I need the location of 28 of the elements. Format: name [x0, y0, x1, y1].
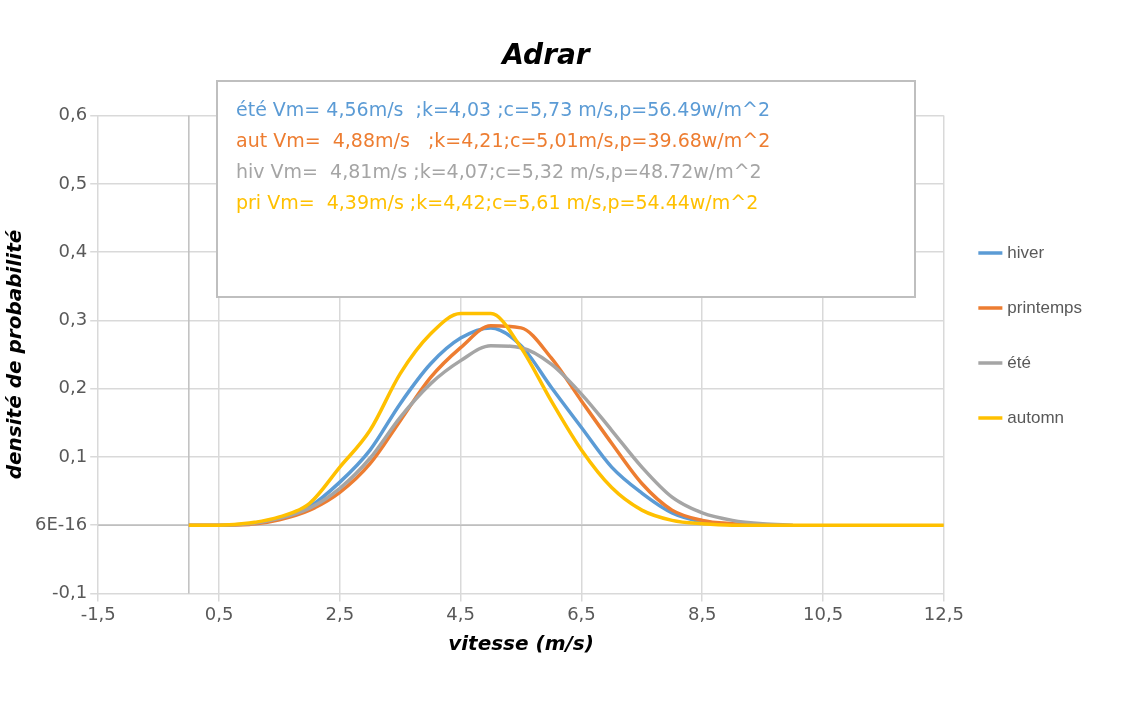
- y-tick-label: 0,6: [58, 103, 88, 125]
- line-series: [187, 311, 944, 527]
- y-tick-label: 0,5: [58, 171, 88, 193]
- y-tick-label: 0,1: [58, 444, 88, 466]
- y-tick-label: 6E-16: [34, 512, 88, 534]
- y-tick-label: 0,2: [58, 376, 88, 398]
- y-tick-label: 0,4: [58, 239, 88, 261]
- annotation: pri Vm= 4,39m/s ;k=4,42;c=5,61 m/s,p=54.44w/m^2: [236, 190, 760, 215]
- legend-label: hiver: [1007, 242, 1045, 262]
- y-tick-label: 0,3: [58, 308, 88, 330]
- y-tick-label: -0,1: [52, 581, 88, 603]
- x-axis-title: vitesse (m/s): [448, 631, 594, 656]
- x-tick-label: 0,5: [204, 602, 234, 624]
- legend-label: été: [1007, 352, 1031, 372]
- x-tick-label: 12,5: [923, 602, 964, 624]
- legend-label: printemps: [1007, 297, 1082, 317]
- x-tick-label: 8,5: [687, 602, 717, 624]
- annotation: été Vm= 4,56m/s ;k=4,03 ;c=5,73 m/s,p=56.49w/m^2: [236, 97, 771, 122]
- annotation: aut Vm= 4,88m/s ;k=4,21;c=5,01m/s,p=39.68w/m^2: [236, 128, 772, 153]
- annotation: hiv Vm= 4,81m/s ;k=4,07;c=5,32 m/s,p=48.72w/m^2: [236, 159, 763, 184]
- y-axis-title: densité de probabilité: [2, 229, 27, 480]
- x-tick-label: 6,5: [567, 602, 596, 624]
- x-tick-label: -1,5: [80, 602, 116, 624]
- x-tick-label: 4,5: [446, 602, 475, 624]
- chart-title: Adrar: [500, 38, 592, 72]
- legend-label: automn: [1007, 407, 1065, 427]
- x-tick-label: 10,5: [803, 602, 844, 624]
- x-tick-label: 2,5: [325, 602, 355, 624]
